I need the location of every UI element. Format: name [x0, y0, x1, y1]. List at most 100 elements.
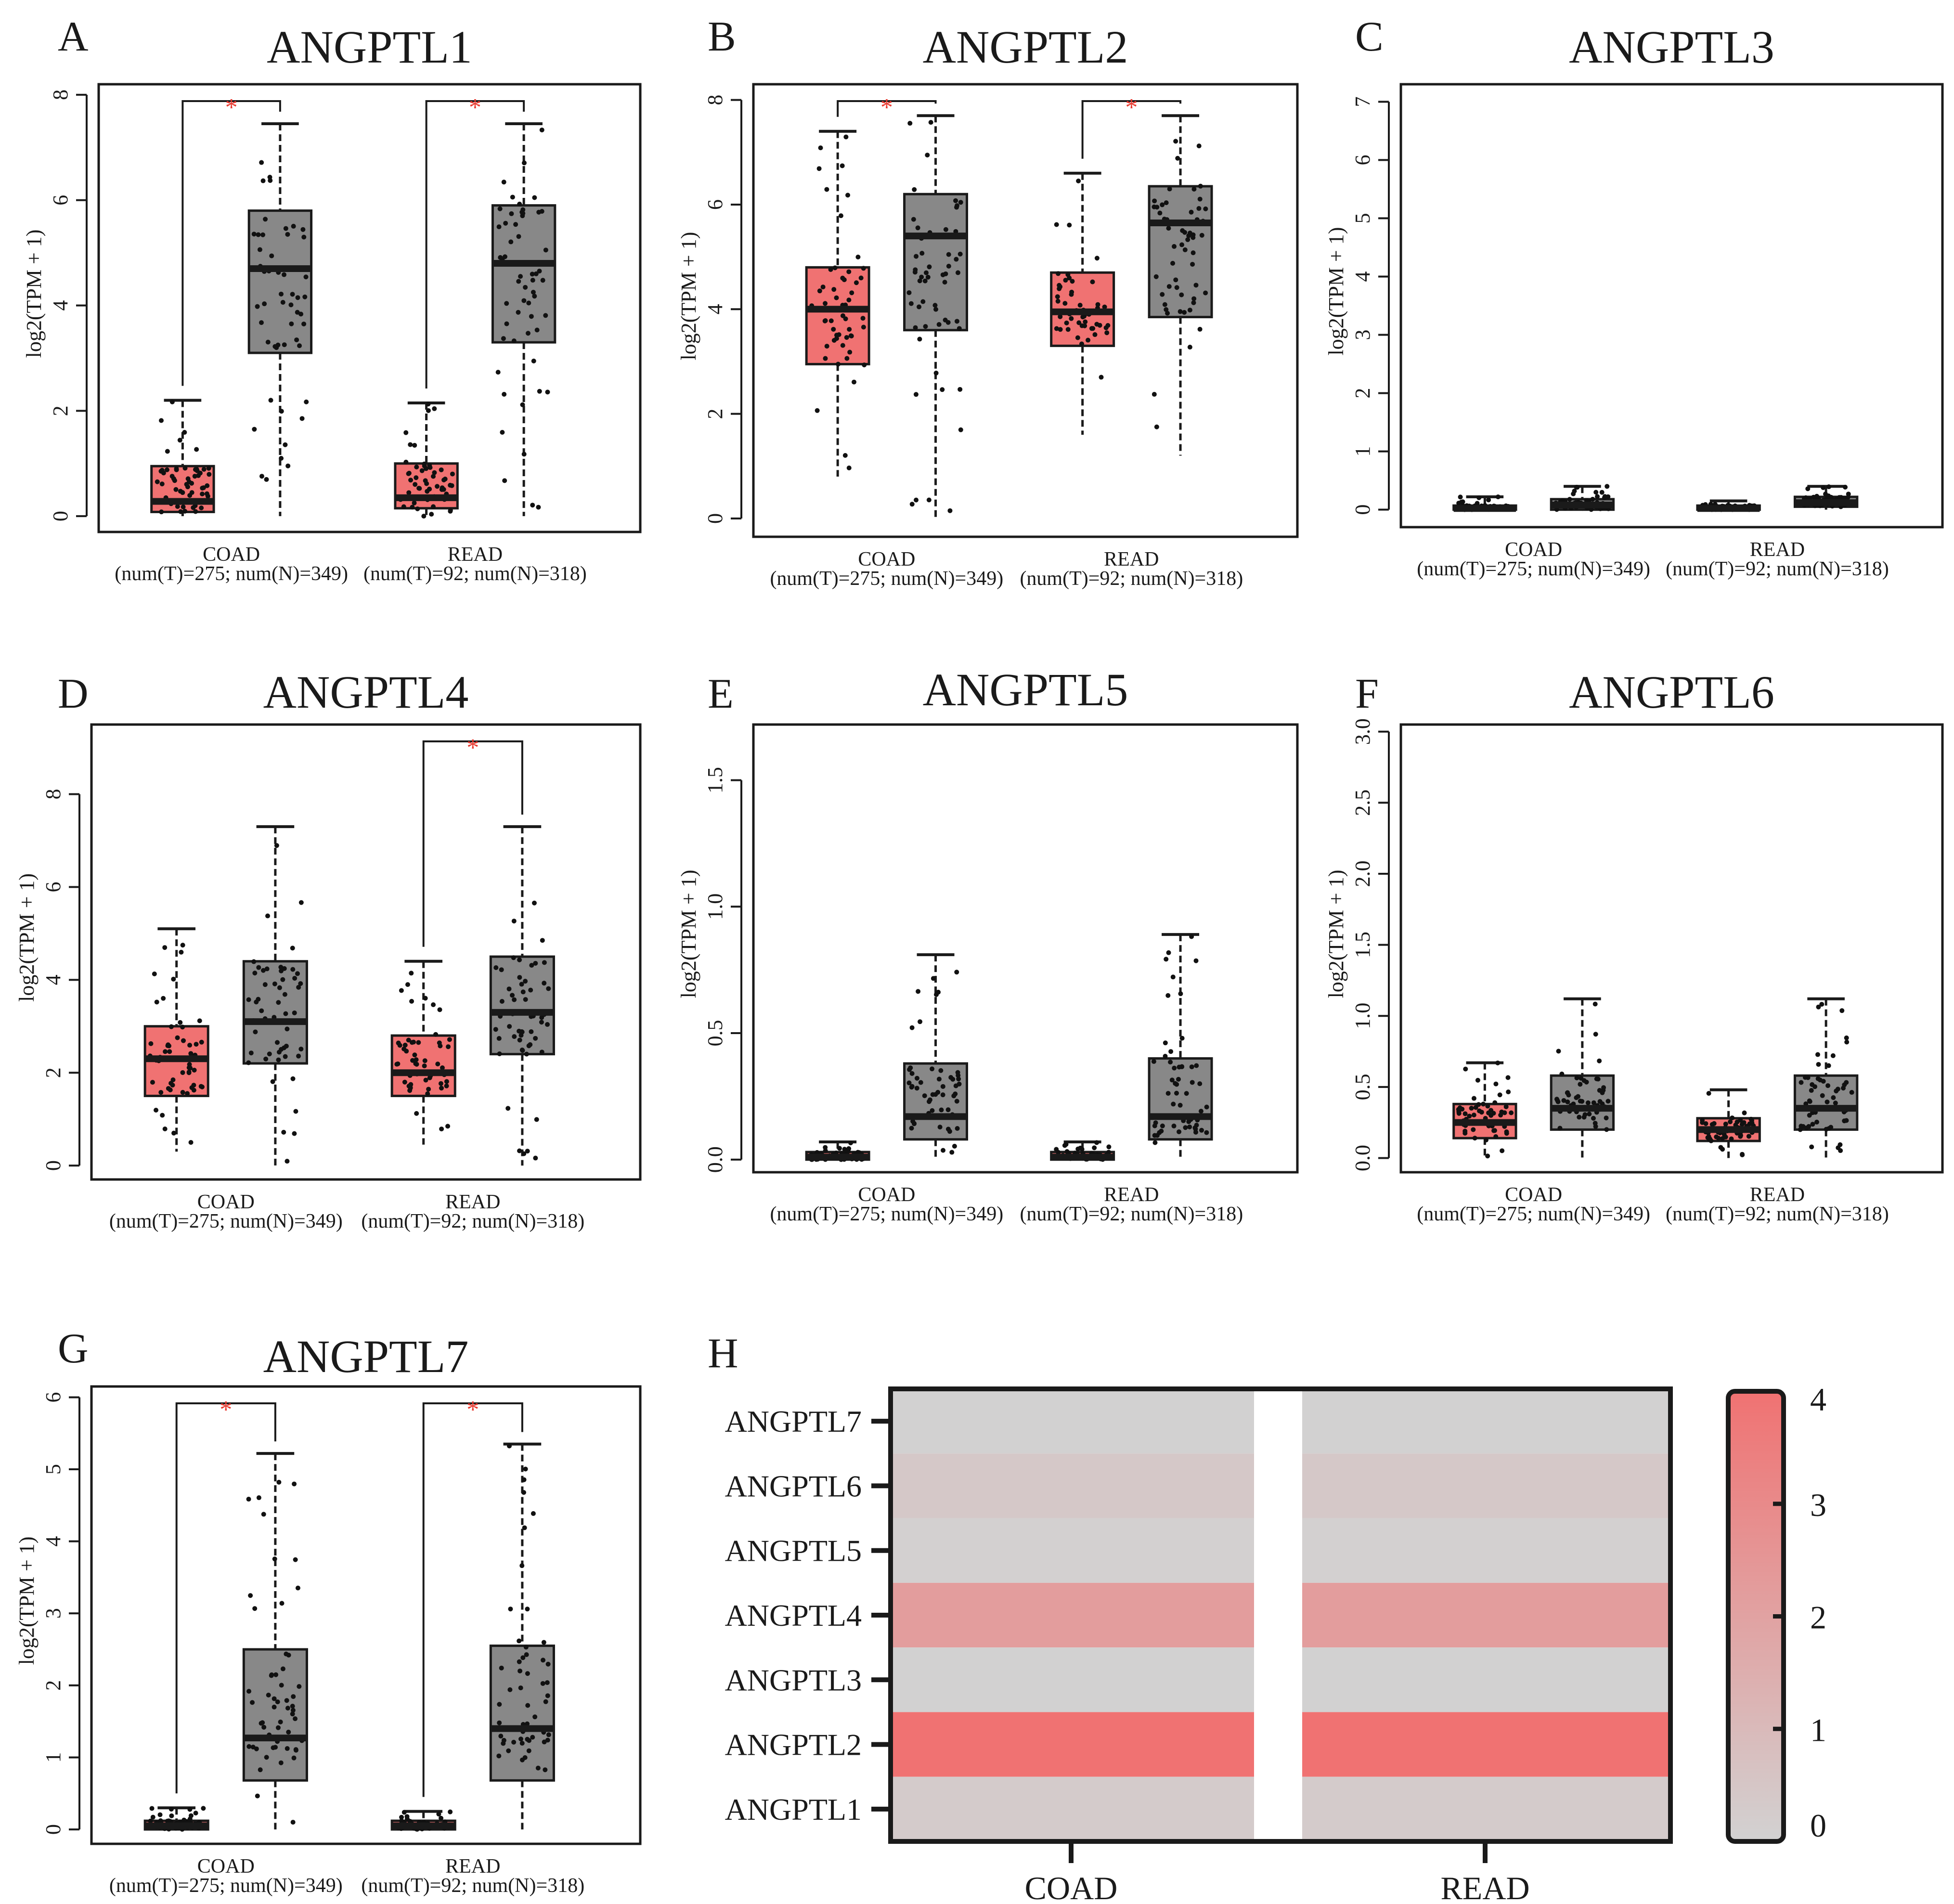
data-point [152, 971, 157, 977]
data-point [1585, 1100, 1591, 1105]
data-point [170, 1077, 176, 1083]
data-point [1176, 1076, 1181, 1082]
data-point [439, 467, 444, 472]
data-point [256, 232, 261, 237]
data-point [1173, 277, 1178, 283]
data-point [259, 474, 264, 479]
data-point [252, 427, 257, 432]
data-point [1164, 957, 1169, 962]
x-count-label: (num(T)=92; num(N)=318) [1666, 1203, 1889, 1225]
y-tick-label: 0.5 [703, 1020, 727, 1047]
data-point [1740, 1152, 1745, 1157]
data-point [258, 1767, 263, 1773]
data-point [1172, 1065, 1177, 1071]
data-point [447, 1037, 452, 1042]
data-point [267, 174, 272, 180]
data-point [296, 1053, 301, 1059]
data-point [150, 1814, 155, 1820]
data-point [1742, 1110, 1747, 1115]
data-point [432, 470, 437, 475]
data-point [1090, 279, 1095, 285]
data-point [279, 968, 284, 973]
data-point [1463, 1066, 1468, 1072]
data-point [293, 1747, 298, 1752]
data-point [1165, 993, 1171, 998]
data-point [958, 387, 963, 392]
heatmap-cell [1302, 1518, 1670, 1583]
data-point [292, 1010, 297, 1015]
data-point [432, 406, 437, 411]
data-point [914, 497, 919, 503]
tumor-box [805, 130, 870, 477]
data-point [1177, 1064, 1182, 1070]
x-category-label: COAD [1505, 1184, 1562, 1206]
data-point [181, 1038, 186, 1043]
data-point [285, 463, 291, 468]
data-point [445, 1124, 451, 1129]
heatmap-cell [1302, 1389, 1670, 1454]
data-point [1179, 242, 1185, 247]
y-tick-label: 0 [49, 511, 72, 521]
data-point [518, 1685, 523, 1691]
data-point [1838, 1148, 1843, 1153]
data-point [199, 1039, 204, 1045]
data-point [943, 227, 948, 232]
data-point [1471, 1096, 1476, 1101]
data-point [1203, 206, 1208, 211]
y-tick-label: 0 [703, 513, 727, 524]
significance-marker: * [880, 94, 893, 121]
data-point [925, 274, 931, 280]
data-point [274, 1040, 280, 1045]
data-point [513, 222, 518, 227]
normal-box [903, 953, 969, 1160]
data-point [178, 489, 183, 494]
group-read: * READ(num(T)=92; num(N)=318) [361, 1396, 584, 1897]
data-point [534, 327, 540, 333]
data-point [278, 964, 284, 970]
heatmap-row-label: ANGPTL6 [725, 1469, 862, 1503]
data-point [1492, 1100, 1498, 1105]
data-point [189, 480, 194, 486]
data-point [931, 976, 936, 981]
data-point [531, 900, 537, 906]
data-point [832, 265, 838, 271]
data-point [954, 203, 959, 208]
data-point [531, 358, 536, 363]
data-point [259, 1721, 264, 1726]
data-point [1746, 1134, 1751, 1139]
data-point [519, 1757, 525, 1762]
data-point [1069, 292, 1074, 297]
data-point [497, 206, 503, 211]
data-point [1457, 1105, 1462, 1111]
data-point [180, 1024, 185, 1030]
data-point [907, 121, 913, 126]
data-point [523, 979, 528, 984]
data-point [256, 997, 261, 1002]
y-tick-label: 0 [1351, 505, 1374, 515]
data-point [1716, 1136, 1721, 1141]
data-point [1063, 278, 1068, 283]
data-point [842, 1147, 847, 1152]
data-point [292, 1131, 297, 1136]
data-points [809, 134, 867, 471]
data-point [1720, 1136, 1725, 1141]
data-point [1815, 1052, 1820, 1057]
data-point [1054, 326, 1059, 331]
data-point [517, 975, 522, 980]
y-tick-label: 1 [41, 1752, 65, 1762]
y-tick-label: 2.0 [1351, 861, 1374, 887]
data-point [296, 984, 301, 990]
data-point [1826, 484, 1831, 490]
chart-title: ANGPTL3 [1569, 21, 1774, 73]
y-tick-label: 3.0 [1351, 718, 1374, 745]
data-point [1485, 1153, 1490, 1159]
data-point [1094, 322, 1100, 327]
data-point [954, 319, 959, 324]
data-point [518, 1736, 524, 1742]
data-point [279, 455, 284, 461]
data-point [200, 492, 205, 497]
normal-box [242, 1452, 308, 1830]
data-point [1204, 1130, 1209, 1135]
plot-frame [752, 83, 1299, 538]
